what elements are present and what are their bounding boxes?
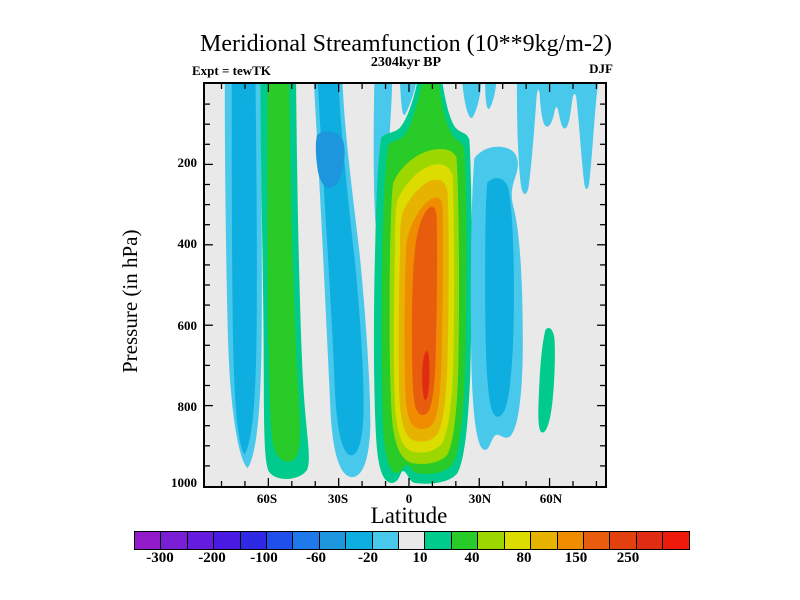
contour-north-tongue-2 bbox=[485, 84, 497, 109]
x-axis-label: Latitude bbox=[370, 503, 448, 528]
colorbar-cell bbox=[398, 531, 427, 550]
y-tick-label: 800 bbox=[177, 399, 198, 414]
colorbar-cell bbox=[582, 531, 611, 550]
colorbar-cell bbox=[186, 531, 215, 550]
contour-upper-wedge bbox=[400, 84, 416, 116]
contour-south-subtropic-minimum-blob bbox=[315, 131, 345, 188]
contour-north-subtropic-band-core bbox=[485, 178, 514, 417]
y-tick-label: 400 bbox=[177, 236, 198, 251]
x-tick-label: 60N bbox=[539, 491, 563, 506]
colorbar-tick-label: -100 bbox=[250, 550, 278, 566]
colorbar-cell bbox=[556, 531, 585, 550]
colorbar-cell bbox=[530, 531, 559, 550]
colorbar-tick-label: 10 bbox=[412, 550, 428, 566]
x-tick-label: 30N bbox=[468, 491, 492, 506]
colorbar-cell bbox=[213, 531, 242, 550]
colorbar-cell bbox=[160, 531, 189, 550]
colorbar-cell bbox=[450, 531, 479, 550]
colorbar-tick-label: 250 bbox=[616, 550, 640, 566]
colorbar-cell bbox=[292, 531, 321, 550]
y-tick-label: 600 bbox=[177, 318, 198, 333]
contour-hadley-max-sliver bbox=[422, 350, 430, 400]
colorbar-tick-label: 80 bbox=[516, 550, 532, 566]
y-tick-label: 1000 bbox=[171, 475, 197, 490]
colorbar-cell bbox=[424, 531, 453, 550]
colorbar-tick-label: -300 bbox=[146, 550, 174, 566]
colorbar-cell bbox=[477, 531, 506, 550]
contour-north-tongue-1 bbox=[462, 84, 482, 119]
x-tick-label: 30S bbox=[327, 491, 349, 506]
season-label: DJF bbox=[589, 61, 613, 76]
colorbar-tick-label: -20 bbox=[358, 550, 378, 566]
colorbar-cell bbox=[318, 531, 347, 550]
experiment-label: Expt = tewTK bbox=[192, 63, 271, 78]
x-tick-label: 60S bbox=[256, 491, 278, 506]
contour-field bbox=[205, 84, 605, 486]
contour-south-polar-band-core bbox=[231, 84, 257, 455]
y-tick-label: 200 bbox=[177, 155, 198, 170]
colorbar-cell bbox=[635, 531, 664, 550]
plot-title: Meridional Streamfunction (10**9kg/m-2) bbox=[200, 31, 612, 57]
contour-south-ferrel-band-core bbox=[267, 84, 300, 462]
colorbar-cell bbox=[266, 531, 295, 550]
colorbar-cell bbox=[345, 531, 374, 550]
contour-hadley-core bbox=[411, 206, 438, 416]
colorbar-cell bbox=[371, 531, 400, 550]
colorbar-tick-label: 150 bbox=[564, 550, 588, 566]
colorbar-cell bbox=[239, 531, 268, 550]
contour-north-upper-region bbox=[516, 84, 599, 195]
colorbar-tick-label: -200 bbox=[198, 550, 226, 566]
colorbar-tick-label: -60 bbox=[306, 550, 326, 566]
time-label: 2304kyr BP bbox=[370, 55, 442, 70]
x-tick-label: 0 bbox=[405, 491, 413, 506]
axis-ticks bbox=[205, 84, 605, 486]
contour-north-positive-lens bbox=[538, 328, 555, 433]
colorbar-cell bbox=[134, 531, 162, 550]
colorbar-cell bbox=[503, 531, 532, 550]
colorbar-cell bbox=[609, 531, 638, 550]
colorbar-cell bbox=[662, 531, 691, 550]
plot-area bbox=[203, 82, 607, 488]
colorbar bbox=[134, 531, 691, 550]
colorbar-tick-label: 40 bbox=[464, 550, 480, 566]
